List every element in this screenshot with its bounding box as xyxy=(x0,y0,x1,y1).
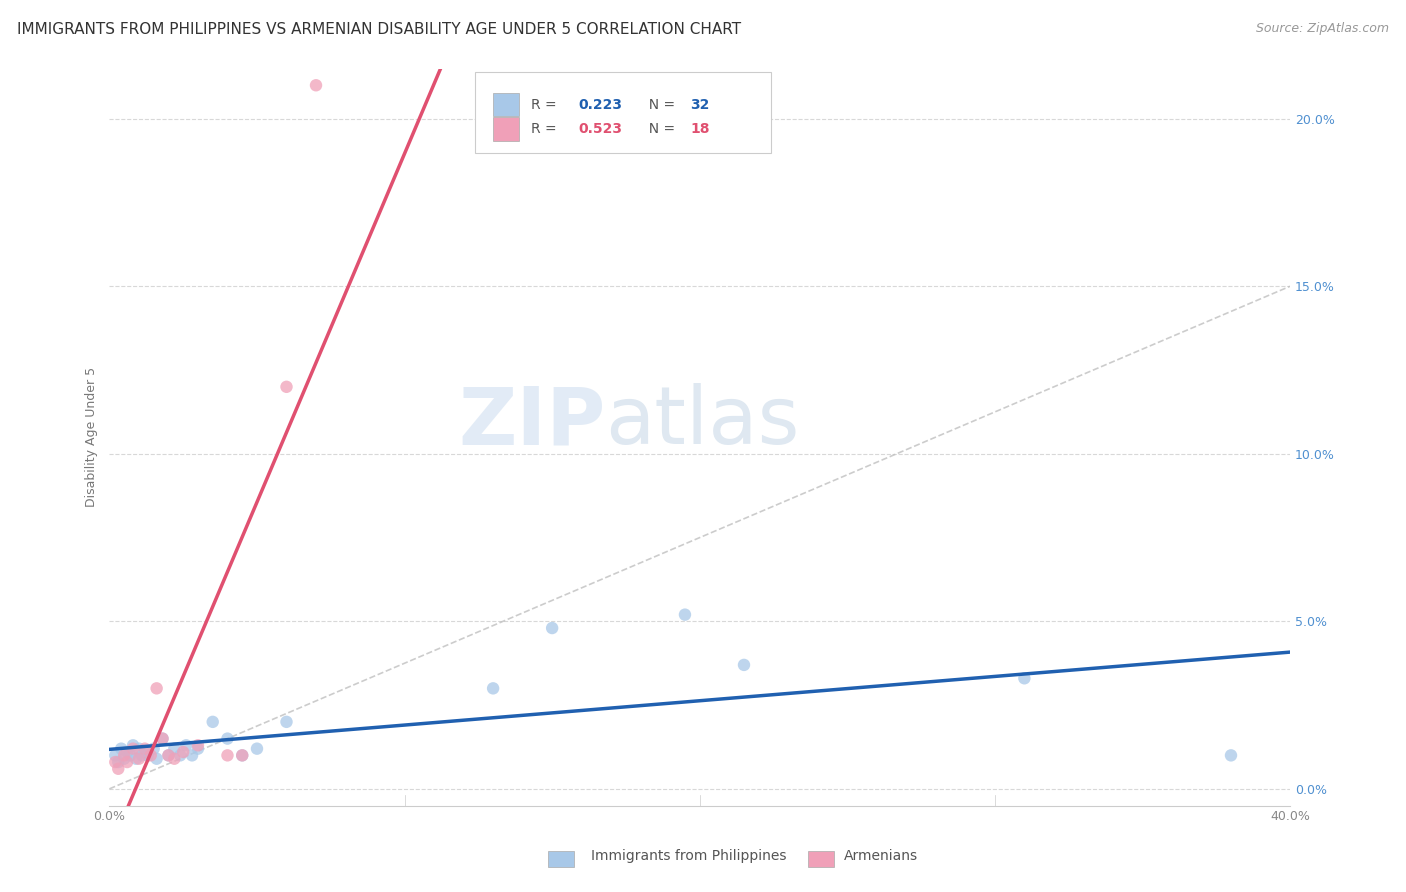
Point xyxy=(482,681,505,696)
Point xyxy=(172,745,194,759)
Point xyxy=(157,748,180,763)
Point xyxy=(276,380,298,394)
Point xyxy=(125,752,148,766)
Point xyxy=(1014,671,1036,685)
Point xyxy=(246,741,269,756)
Point xyxy=(541,621,564,635)
Point xyxy=(174,739,197,753)
Point xyxy=(134,741,156,756)
Point xyxy=(157,748,180,763)
Point xyxy=(104,748,127,763)
Point xyxy=(187,739,209,753)
Text: R =: R = xyxy=(531,97,561,112)
Point xyxy=(169,748,191,763)
Point xyxy=(142,741,165,756)
Point xyxy=(163,752,186,766)
Point xyxy=(136,748,159,763)
Text: Source: ZipAtlas.com: Source: ZipAtlas.com xyxy=(1256,22,1389,36)
FancyBboxPatch shape xyxy=(808,851,834,867)
Point xyxy=(122,739,145,753)
Point xyxy=(107,762,129,776)
Point xyxy=(152,731,174,746)
Point xyxy=(104,755,127,769)
FancyBboxPatch shape xyxy=(548,851,574,867)
Text: Armenians: Armenians xyxy=(844,849,918,863)
Point xyxy=(115,755,138,769)
Point xyxy=(139,748,162,763)
Text: 32: 32 xyxy=(690,97,710,112)
Point xyxy=(112,748,135,763)
Text: R =: R = xyxy=(531,122,561,136)
Point xyxy=(120,748,142,763)
Text: ZIP: ZIP xyxy=(458,384,605,461)
Point xyxy=(231,748,253,763)
Point xyxy=(1220,748,1243,763)
Point xyxy=(163,741,186,756)
Point xyxy=(201,714,224,729)
Point xyxy=(128,741,150,756)
Point xyxy=(145,681,167,696)
Point xyxy=(110,741,132,756)
Text: Immigrants from Philippines: Immigrants from Philippines xyxy=(591,849,786,863)
Text: N =: N = xyxy=(640,97,679,112)
Point xyxy=(231,748,253,763)
Point xyxy=(217,731,239,746)
Point xyxy=(152,731,174,746)
Point xyxy=(217,748,239,763)
Point xyxy=(733,657,755,672)
Point xyxy=(107,755,129,769)
Point xyxy=(181,748,204,763)
Point xyxy=(134,745,156,759)
Point xyxy=(131,748,153,763)
Text: 0.223: 0.223 xyxy=(578,97,621,112)
FancyBboxPatch shape xyxy=(494,117,519,141)
Text: 0.523: 0.523 xyxy=(578,122,621,136)
Y-axis label: Disability Age Under 5: Disability Age Under 5 xyxy=(86,367,98,508)
Text: atlas: atlas xyxy=(605,384,800,461)
Text: IMMIGRANTS FROM PHILIPPINES VS ARMENIAN DISABILITY AGE UNDER 5 CORRELATION CHART: IMMIGRANTS FROM PHILIPPINES VS ARMENIAN … xyxy=(17,22,741,37)
Point xyxy=(673,607,696,622)
Point xyxy=(305,78,328,93)
FancyBboxPatch shape xyxy=(475,72,770,153)
Point xyxy=(122,741,145,756)
Point xyxy=(145,752,167,766)
FancyBboxPatch shape xyxy=(494,93,519,117)
Point xyxy=(112,752,135,766)
Point xyxy=(276,714,298,729)
Point xyxy=(115,745,138,759)
Text: N =: N = xyxy=(640,122,679,136)
Text: 18: 18 xyxy=(690,122,710,136)
Point xyxy=(187,741,209,756)
Point xyxy=(128,752,150,766)
